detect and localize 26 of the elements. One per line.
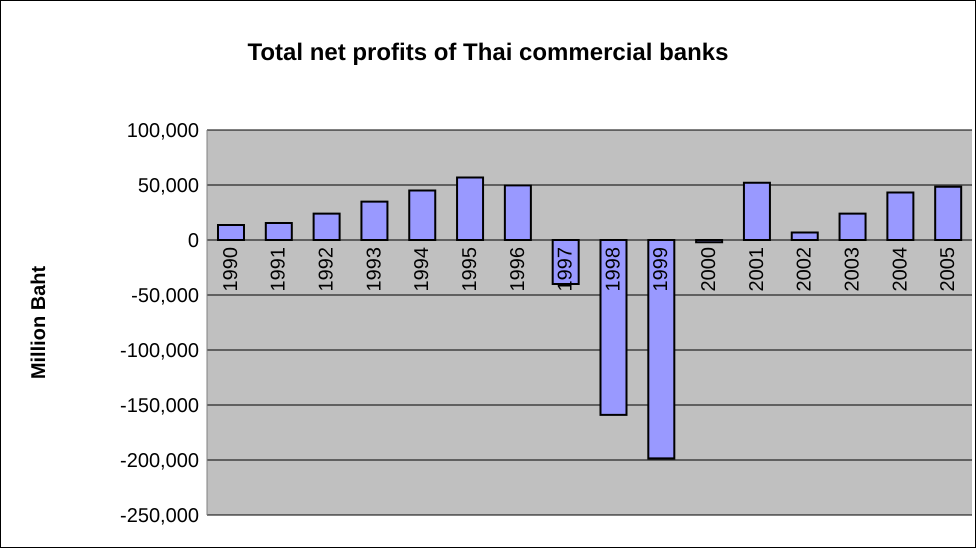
x-tick-label: 2005 [937,247,960,292]
x-tick-label: 1998 [602,247,624,292]
x-tick-label: 2000 [698,247,720,292]
x-tick-label: 1992 [316,247,338,292]
y-tick-label: 50,000 [138,175,199,198]
chart-title: Total net profits of Thai commercial banks [246,39,730,67]
x-tick-label: 1995 [458,247,481,292]
x-tick-label: 1990 [220,247,242,292]
x-tick-label: 1991 [268,247,290,292]
x-tick-label: 1994 [411,247,434,292]
y-tick-label: 0 [188,230,199,252]
y-tick-label: -250,000 [120,505,199,528]
y-axis-title: Million Baht [28,266,50,380]
x-tick-label: 1997 [554,247,577,292]
x-tick-label: 2004 [889,247,912,292]
y-tick-label: -150,000 [120,395,199,418]
x-tick-label: 2003 [841,247,864,292]
x-tick-label: 1996 [506,247,529,292]
y-tick-label: 100,000 [126,120,199,142]
x-tick-label: 1999 [650,247,672,292]
y-tick-label: -200,000 [120,450,199,472]
y-tick-label: -100,000 [120,340,199,362]
x-tick-label: 1993 [363,247,386,292]
x-tick-label: 2002 [794,247,816,292]
y-tick-label: -50,000 [131,285,199,308]
x-tick-label: 2001 [746,247,768,292]
